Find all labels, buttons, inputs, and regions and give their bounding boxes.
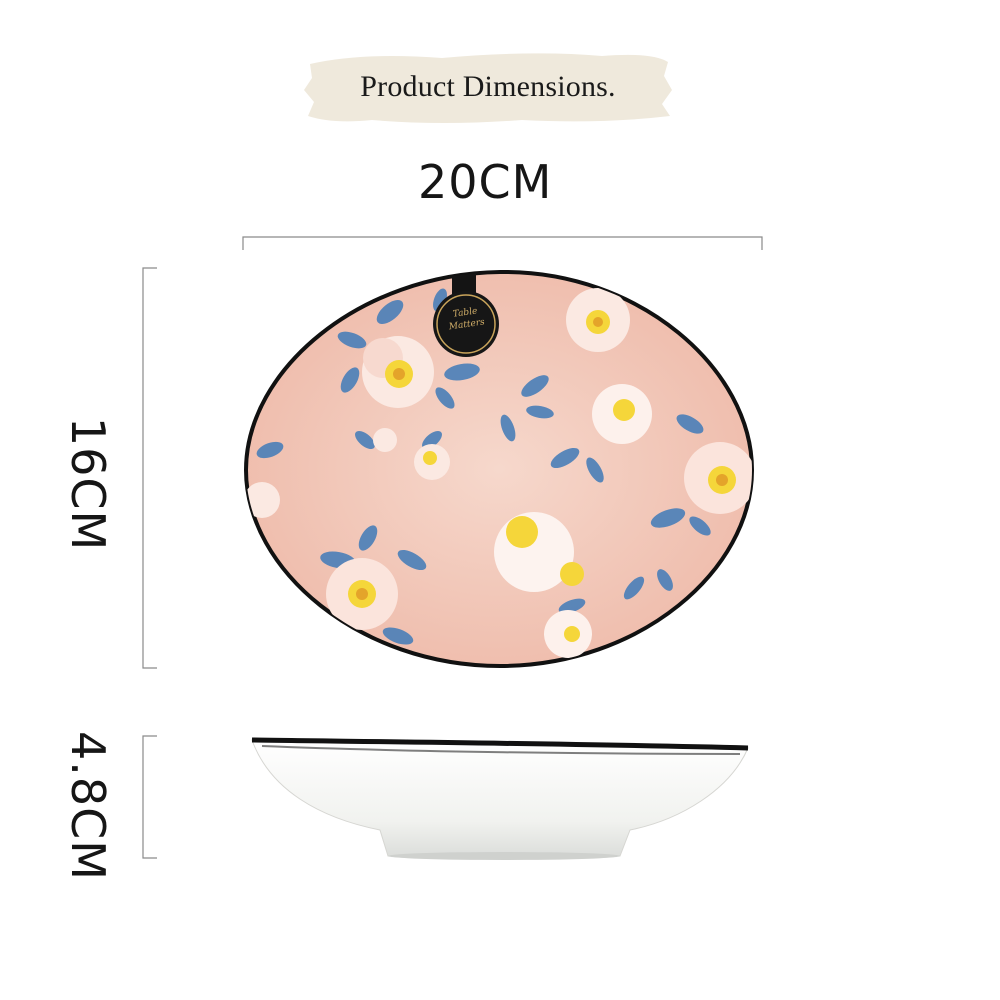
brush-stroke-background bbox=[304, 53, 672, 123]
page-title: Product Dimensions. bbox=[360, 70, 616, 103]
flower bbox=[362, 336, 434, 408]
depth-guide-line bbox=[142, 735, 157, 859]
brand-logo bbox=[433, 291, 499, 357]
width-guide-line bbox=[242, 236, 763, 250]
height-guide-line bbox=[142, 267, 157, 669]
width-dimension-label: 20CM bbox=[418, 155, 553, 209]
title-banner: Product Dimensions. bbox=[302, 46, 674, 128]
